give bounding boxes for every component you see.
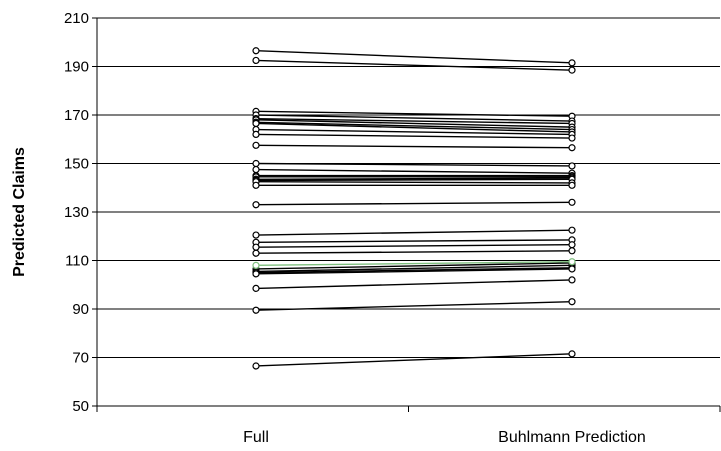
data-point (568, 276, 576, 284)
y-ticks: 50 70 90 110 130 150 170 190 210 (64, 10, 97, 415)
data-point (252, 261, 260, 269)
series-line (252, 258, 576, 269)
y-tick-label: 70 (72, 350, 89, 367)
x-category-label: Full (243, 429, 269, 446)
data-point (568, 66, 576, 74)
series-segment (255, 122, 573, 133)
data-point (568, 162, 576, 170)
series-segment (255, 201, 573, 206)
data-point (252, 284, 260, 292)
data-point (252, 231, 260, 239)
series-line (252, 276, 576, 292)
data-point (568, 198, 576, 206)
data-point (252, 243, 260, 251)
series-segment (255, 180, 573, 184)
y-tick-label: 210 (64, 10, 89, 27)
series-segment (255, 244, 573, 248)
series-segment (255, 264, 573, 273)
data-point (568, 241, 576, 249)
grid-lines (97, 17, 720, 358)
data-point (252, 141, 260, 149)
series-line (252, 111, 576, 125)
data-point (252, 47, 260, 55)
series-segment (255, 229, 573, 236)
series-segment (255, 168, 573, 174)
y-tick-label: 110 (65, 253, 89, 270)
series-line (252, 198, 576, 209)
series-line (252, 130, 576, 142)
series-segment (255, 50, 573, 64)
data-point (568, 226, 576, 234)
series-segment (255, 261, 573, 267)
y-tick-label: 50 (72, 398, 89, 415)
data-point (252, 362, 260, 370)
series-line (252, 181, 576, 189)
series-segment (255, 268, 573, 275)
y-tick-label: 150 (64, 156, 89, 173)
series-segment (255, 119, 573, 128)
series-segment (255, 250, 573, 254)
series-line (252, 265, 576, 278)
data-point (568, 350, 576, 358)
data-point (568, 134, 576, 142)
series-segment (255, 117, 573, 125)
data-point (252, 181, 260, 189)
series-line (252, 226, 576, 239)
data-point (568, 59, 576, 67)
series-line (252, 165, 576, 177)
series-segment (255, 178, 573, 182)
series-segment (255, 121, 573, 131)
y-axis-title: Predicted Claims (11, 147, 28, 277)
series-segment (255, 128, 573, 136)
data-point (252, 130, 260, 138)
data-point (568, 258, 576, 266)
series-segment (255, 59, 573, 71)
series-segment (255, 279, 573, 290)
y-tick-label: 90 (72, 301, 89, 318)
series-segment (255, 162, 573, 167)
series-line (252, 350, 576, 370)
data-point (568, 298, 576, 306)
series-line (252, 298, 576, 314)
series-line (252, 236, 576, 246)
data-point (252, 270, 260, 278)
series-line (252, 47, 576, 67)
data-point (252, 165, 260, 174)
data-point (252, 119, 260, 128)
y-tick-label: 130 (64, 204, 89, 221)
series-segment (255, 114, 573, 122)
y-tick-label: 170 (64, 107, 89, 124)
series-segment (255, 301, 573, 311)
data-point (252, 306, 260, 314)
data-point (252, 249, 260, 257)
series-segment (255, 239, 573, 244)
series-line (252, 56, 576, 74)
x-category-label: Buhlmann Prediction (498, 429, 646, 446)
series-segment (255, 110, 573, 117)
series-line (252, 241, 576, 251)
data-point (252, 201, 260, 209)
series-segment (255, 267, 573, 274)
data-point (568, 181, 576, 189)
data-point (568, 247, 576, 255)
data-point (568, 265, 576, 273)
series-line (252, 159, 576, 170)
series-group (252, 47, 576, 370)
x-ticks: Full Buhlmann Prediction (96, 406, 721, 446)
series-segment (255, 133, 573, 139)
series-line (252, 247, 576, 257)
series-segment (255, 144, 573, 149)
y-tick-label: 190 (64, 59, 89, 76)
series-segment (255, 262, 573, 270)
series-line (252, 141, 576, 152)
data-point (568, 144, 576, 152)
data-point (252, 159, 260, 168)
data-point (252, 56, 260, 65)
series-segment (255, 353, 573, 367)
series-segment (255, 177, 573, 180)
